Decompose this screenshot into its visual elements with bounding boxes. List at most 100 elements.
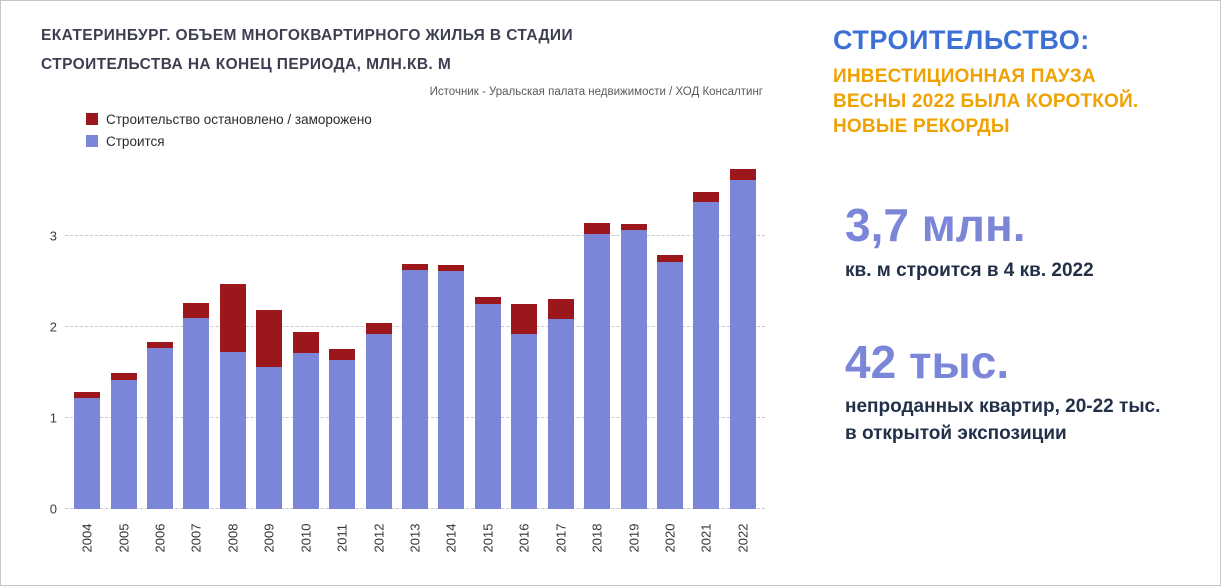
y-tick-label: 3 (49, 228, 57, 244)
y-tick-label: 0 (49, 501, 57, 517)
bar-stack (256, 159, 283, 509)
stat-unsold-value: 42 тыс. (845, 336, 1010, 389)
bar-stack (729, 159, 756, 509)
bar-column (105, 159, 141, 509)
bar-segment-stopped (656, 255, 683, 262)
bar-stack (620, 159, 647, 509)
bar-stack (365, 159, 392, 509)
stat-unsold: 42 тыс. непроданных квартир, 20-22 тыс. … (845, 338, 1192, 447)
bar-segment-under-construction (438, 270, 465, 509)
bar-column (579, 159, 615, 509)
x-tick-label: 2007 (188, 523, 204, 553)
x-axis-labels: 2004 2005 2006 2007 2008 2009 2010 2011 2012 2013… (65, 509, 765, 567)
bar-column (142, 159, 178, 509)
source-note: Источник - Уральская палата недвижимости… (429, 85, 763, 98)
panel-heading: СТРОИТЕЛЬСТВО: (833, 25, 1090, 55)
chart-legend: Строительство остановлено / заморожено Ст… (86, 112, 801, 149)
bar-segment-under-construction (511, 334, 538, 509)
legend-swatch (86, 135, 98, 148)
plot-area: 0 1 2 3 (50, 159, 765, 515)
panel-subheading-line2: ВЕСНЫ 2022 БЫЛА КОРОТКОЙ. (833, 91, 1139, 113)
panel-subheading-line3: НОВЫЕ РЕКОРДЫ (833, 116, 1010, 138)
x-tick-label: 2009 (261, 523, 277, 553)
x-tick-label: 2010 (298, 523, 314, 553)
bar-column (470, 159, 506, 509)
bar-stack (511, 159, 538, 509)
bar-segment-under-construction (74, 397, 101, 509)
stat-construction: 3,7 млн. кв. м строится в 4 кв. 2022 (845, 201, 1192, 284)
bar-column (652, 159, 688, 509)
bar-segment-stopped (183, 302, 210, 318)
bar-segment-stopped (620, 224, 647, 230)
x-tick-label: 2021 (698, 523, 714, 553)
bar-stack (74, 159, 101, 509)
bar-segment-stopped (256, 309, 283, 368)
bar-segment-stopped (402, 264, 428, 270)
summary-panel: СТРОИТЕЛЬСТВО: ИНВЕСТИЦИОННАЯ ПАУЗА ВЕСН… (801, 1, 1220, 585)
panel-subheading-line1: ИНВЕСТИЦИОННАЯ ПАУЗА (833, 66, 1096, 87)
bar-stack (438, 159, 465, 509)
x-tick-label: 2014 (443, 523, 459, 553)
bar-column (178, 159, 214, 509)
x-tick-label: 2022 (735, 523, 751, 553)
x-tick-label: 2016 (516, 523, 532, 553)
bar-segment-stopped (438, 265, 465, 271)
bar-column (69, 159, 105, 509)
bar-segment-under-construction (329, 359, 356, 509)
bar-segment-under-construction (620, 229, 647, 509)
bar-segment-under-construction (729, 179, 756, 509)
bar-segment-stopped (584, 222, 611, 235)
bar-segment-under-construction (183, 317, 210, 509)
x-tick-label: 2005 (116, 523, 132, 553)
bar-stack (584, 159, 611, 509)
x-tick-label: 2015 (480, 523, 496, 553)
bar-stack (110, 159, 137, 509)
bar-segment-under-construction (292, 352, 319, 509)
bar-segment-under-construction (110, 379, 137, 509)
x-tick-label: 2008 (225, 523, 241, 553)
chart-title-line1: ЕКАТЕРИНБУРГ. ОБЪЕМ МНОГОКВАРТИРНОГО ЖИЛ… (41, 27, 574, 44)
legend-label: Строительство остановлено / заморожено (106, 111, 372, 127)
bar-stack (219, 159, 246, 509)
bar-segment-stopped (147, 341, 174, 348)
bar-segment-stopped (365, 323, 392, 335)
bar-segment-under-construction (147, 347, 174, 509)
bar-segment-stopped (729, 168, 756, 180)
stat-construction-label: кв. м строится в 4 кв. 2022 (845, 259, 1094, 281)
bar-stack (693, 159, 720, 509)
bar-segment-stopped (74, 391, 101, 398)
chart-title: ЕКАТЕРИНБУРГ. ОБЪЕМ МНОГОКВАРТИРНОГО ЖИЛ… (41, 21, 801, 80)
bar-column (288, 159, 324, 509)
x-tick-label: 2012 (371, 523, 387, 553)
y-tick-label: 1 (49, 410, 57, 426)
bar-segment-stopped (547, 298, 574, 319)
bar-stack (547, 159, 574, 509)
bar-segment-under-construction (656, 261, 683, 509)
bar-stack (147, 159, 174, 509)
bar-column (215, 159, 251, 509)
legend-item: Строительство остановлено / заморожено (86, 112, 801, 127)
x-tick-label: 2011 (334, 523, 350, 552)
bar-segment-under-construction (219, 351, 246, 509)
bar-column (506, 159, 542, 509)
gridline (65, 235, 765, 237)
bar-column (725, 159, 761, 509)
bar-segment-stopped (511, 304, 538, 335)
bar-stack (656, 159, 683, 509)
bar-stack (292, 159, 319, 509)
bar-column (251, 159, 287, 509)
legend-label: Строится (106, 133, 165, 149)
legend-item: Строится (86, 134, 801, 149)
x-tick-label: 2020 (662, 523, 678, 553)
bar-segment-under-construction (547, 318, 574, 509)
bar-segment-under-construction (474, 304, 501, 509)
bar-segment-stopped (110, 372, 137, 380)
y-tick-label: 2 (49, 319, 57, 335)
chart-title-line2: СТРОИТЕЛЬСТВА НА КОНЕЦ ПЕРИОДА, МЛН.КВ. … (41, 56, 452, 74)
bar-segment-under-construction (693, 201, 720, 509)
bar-segment-stopped (219, 284, 246, 352)
bar-segment-stopped (474, 297, 501, 305)
legend-swatch (86, 113, 98, 126)
bar-segment-under-construction (365, 334, 392, 509)
